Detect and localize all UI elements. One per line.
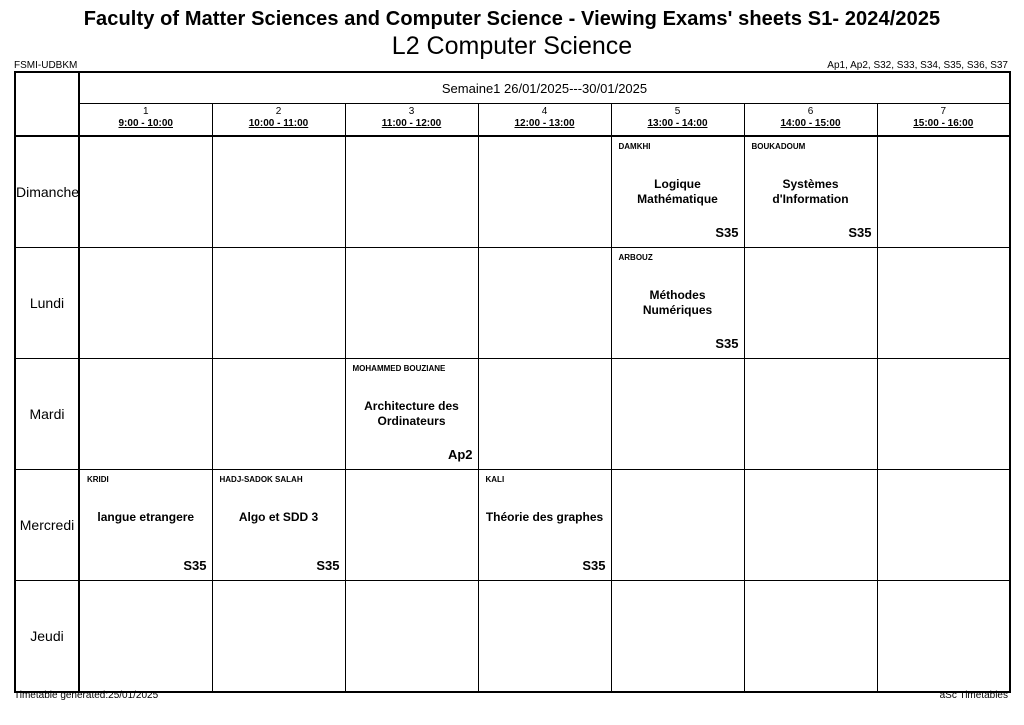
empty-slot	[477, 247, 612, 359]
exam-teacher: ARBOUZ	[618, 253, 653, 262]
period-header: 4 12:00 - 13:00	[477, 103, 612, 137]
empty-slot	[211, 247, 346, 359]
period-header: 6 14:00 - 15:00	[743, 103, 878, 137]
exam-card: KALI Théorie des graphes S35	[477, 469, 612, 581]
exam-teacher: BOUKADOUM	[751, 142, 806, 151]
period-number: 5	[674, 106, 681, 117]
exam-subject: Architecture des Ordinateurs	[364, 399, 459, 428]
page-title: Faculty of Matter Sciences and Computer …	[83, 8, 941, 30]
empty-slot	[743, 247, 878, 359]
day-label: Jeudi	[14, 580, 80, 693]
exam-room: Ap2	[447, 447, 473, 462]
exam-room: S35	[848, 225, 872, 240]
period-time: 10:00 - 11:00	[248, 118, 309, 129]
period-time: 14:00 - 15:00	[780, 118, 841, 129]
exam-subject: Logique Mathématique	[637, 177, 718, 206]
period-header: 2 10:00 - 11:00	[211, 103, 346, 137]
empty-slot	[876, 469, 1011, 581]
empty-slot	[344, 580, 479, 693]
empty-slot	[477, 358, 612, 470]
period-number: 3	[408, 106, 415, 117]
empty-slot	[211, 358, 346, 470]
brand-credit: aSc Timetables	[939, 690, 1008, 701]
exam-subject: Systèmes d'Information	[772, 177, 849, 206]
period-number: 6	[807, 106, 814, 117]
empty-slot	[610, 580, 745, 693]
school-code: FSMI-UDBKM	[14, 60, 78, 71]
period-number: 2	[275, 106, 282, 117]
exam-teacher: MOHAMMED BOUZIANE	[352, 364, 446, 373]
day-label: Lundi	[14, 247, 80, 359]
exam-room: S35	[316, 558, 340, 573]
exam-room: S35	[582, 558, 606, 573]
empty-slot	[78, 358, 213, 470]
period-time: 9:00 - 10:00	[118, 118, 173, 129]
period-time: 13:00 - 14:00	[647, 118, 708, 129]
empty-slot	[876, 135, 1011, 248]
period-header: 1 9:00 - 10:00	[78, 103, 213, 137]
empty-slot	[78, 247, 213, 359]
empty-slot	[876, 247, 1011, 359]
exam-card: DAMKHI Logique Mathématique S35	[610, 135, 745, 248]
empty-slot	[78, 580, 213, 693]
exam-subject: Algo et SDD 3	[238, 510, 319, 524]
exam-subject: Théorie des graphes	[485, 510, 604, 524]
generated-date: Timetable generated:25/01/2025	[14, 690, 159, 701]
exam-card: MOHAMMED BOUZIANE Architecture des Ordina…	[344, 358, 479, 470]
exam-teacher: HADJ-SADOK SALAH	[219, 475, 303, 484]
day-row: Lundi ARBOUZ Méthodes Numériques S35	[14, 247, 1011, 359]
day-row: Jeudi	[14, 580, 1011, 693]
exam-room: S35	[715, 336, 739, 351]
empty-slot	[78, 135, 213, 248]
empty-slot	[743, 469, 878, 581]
day-row: Dimanche DAMKHI Logique Mathématique S35 BOU…	[14, 135, 1011, 248]
day-label: Mercredi	[14, 469, 80, 581]
exam-room: S35	[715, 225, 739, 240]
empty-slot	[344, 469, 479, 581]
period-header: 3 11:00 - 12:00	[344, 103, 479, 137]
empty-slot	[477, 580, 612, 693]
period-number: 7	[940, 106, 947, 117]
empty-slot	[876, 580, 1011, 693]
rooms-list: Ap1, Ap2, S32, S33, S34, S35, S36, S37	[827, 60, 1008, 71]
period-number: 1	[142, 106, 149, 117]
exam-card: ARBOUZ Méthodes Numériques S35	[610, 247, 745, 359]
period-time: 12:00 - 13:00	[514, 118, 575, 129]
empty-slot	[477, 135, 612, 248]
exam-room: S35	[183, 558, 207, 573]
day-row: Mardi MOHAMMED BOUZIANE Architecture des O…	[14, 358, 1011, 470]
period-header: 7 15:00 - 16:00	[876, 103, 1011, 137]
exam-timetable: Semaine1 26/01/2025---30/01/2025 1 9:00 -…	[14, 71, 1011, 693]
period-time: 11:00 - 12:00	[381, 118, 442, 129]
exam-card: KRIDI langue etrangere S35	[78, 469, 213, 581]
empty-slot	[610, 358, 745, 470]
day-label: Dimanche	[14, 135, 80, 248]
corner-cell	[14, 71, 80, 137]
empty-slot	[743, 358, 878, 470]
period-header: 5 13:00 - 14:00	[610, 103, 745, 137]
exam-subject: langue etrangere	[97, 510, 195, 524]
exam-card: BOUKADOUM Systèmes d'Information S35	[743, 135, 878, 248]
empty-slot	[876, 358, 1011, 470]
empty-slot	[211, 135, 346, 248]
empty-slot	[344, 135, 479, 248]
week-header: Semaine1 26/01/2025---30/01/2025	[78, 71, 1011, 104]
day-row: Mercredi KRIDI langue etrangere S35 HADJ-SAD…	[14, 469, 1011, 581]
empty-slot	[211, 580, 346, 693]
period-number: 4	[541, 106, 548, 117]
exam-teacher: DAMKHI	[618, 142, 651, 151]
day-label: Mardi	[14, 358, 80, 470]
empty-slot	[743, 580, 878, 693]
empty-slot	[610, 469, 745, 581]
exam-subject: Méthodes Numériques	[642, 288, 713, 317]
exam-teacher: KALI	[485, 475, 505, 484]
exam-card: HADJ-SADOK SALAH Algo et SDD 3 S35	[211, 469, 346, 581]
class-subtitle: L2 Computer Science	[391, 32, 633, 60]
period-time: 15:00 - 16:00	[913, 118, 974, 129]
empty-slot	[344, 247, 479, 359]
exam-teacher: KRIDI	[87, 475, 109, 484]
